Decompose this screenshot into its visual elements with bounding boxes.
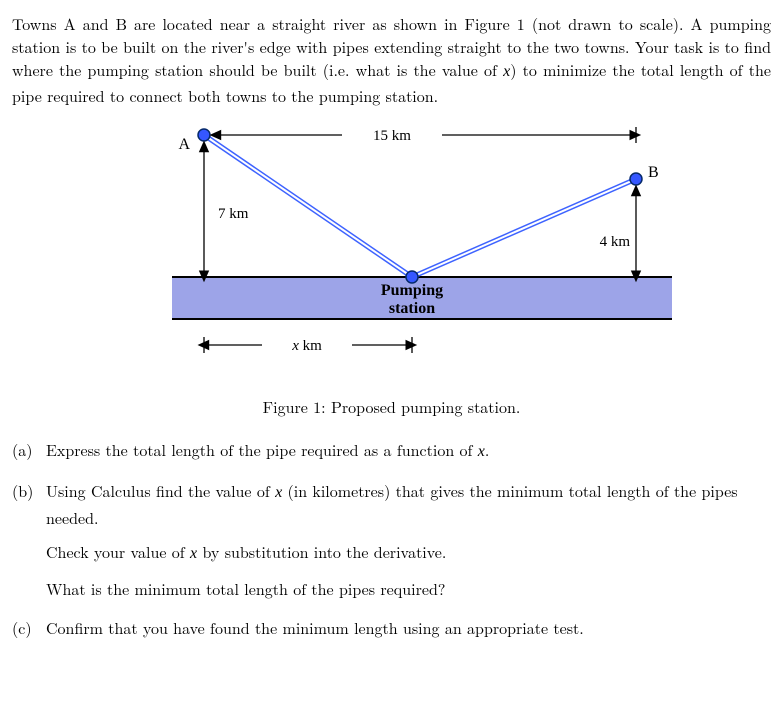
part-b-text2: Check your value of x by substitution in… bbox=[46, 540, 771, 567]
question-parts: (a) Express the total length of the pipe… bbox=[12, 438, 771, 641]
part-b: (b) Using Calculus find the value of x (… bbox=[12, 479, 771, 602]
figure-svg: A B 15 km 7 km 4 km Pumpingstation x km bbox=[112, 117, 672, 377]
part-c: (c) Confirm that you have found the mini… bbox=[12, 616, 771, 641]
part-c-text: Confirm that you have found the minimum … bbox=[46, 616, 584, 639]
svg-text:4 km: 4 km bbox=[599, 234, 630, 250]
part-a: (a) Express the total length of the pipe… bbox=[12, 438, 771, 465]
problem-statement: Towns A and B are located near a straigh… bbox=[12, 12, 771, 107]
part-b-text1: Using Calculus find the value of x (in k… bbox=[46, 479, 738, 529]
part-a-text: Express the total length of the pipe req… bbox=[46, 438, 489, 461]
part-a-label: (a) bbox=[12, 438, 32, 463]
figure-caption: Figure 1: Proposed pumping station. bbox=[12, 395, 771, 418]
part-b-label: (b) bbox=[12, 479, 33, 504]
part-b-text3: What is the minimum total length of the … bbox=[46, 577, 771, 602]
svg-text:15 km: 15 km bbox=[373, 128, 411, 144]
svg-text:A: A bbox=[178, 136, 190, 153]
svg-text:7 km: 7 km bbox=[218, 206, 249, 222]
svg-text:x km: x km bbox=[291, 338, 322, 354]
svg-text:station: station bbox=[388, 300, 434, 317]
part-c-label: (c) bbox=[12, 616, 32, 641]
svg-text:B: B bbox=[648, 164, 659, 181]
figure-1: A B 15 km 7 km 4 km Pumpingstation x km Figure… bbox=[12, 117, 771, 418]
svg-text:Pumping: Pumping bbox=[380, 282, 442, 299]
